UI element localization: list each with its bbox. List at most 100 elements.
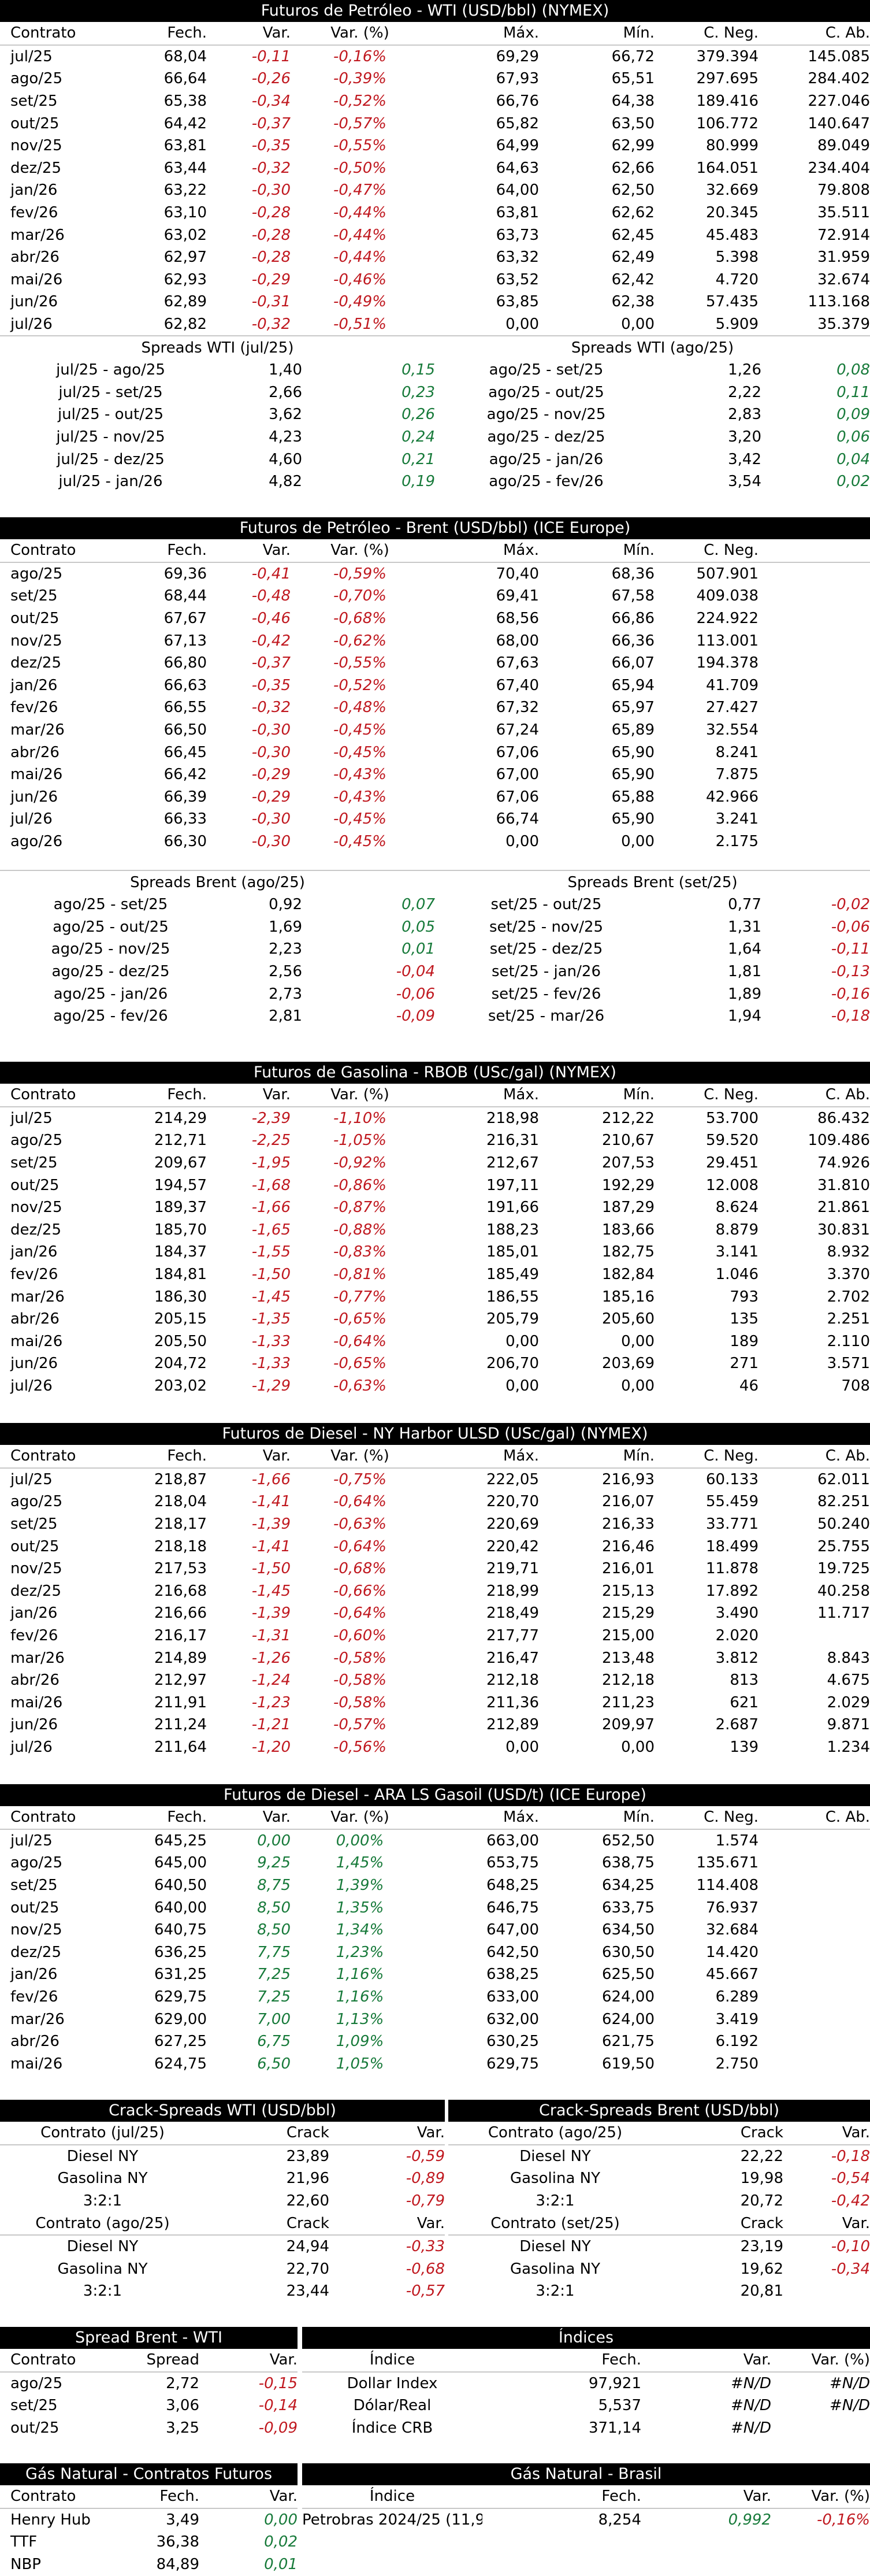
crack-row: 3:2:1 20,81 bbox=[448, 2280, 870, 2303]
table-cell: 297.695 bbox=[696, 70, 759, 88]
table-cell: 31.810 bbox=[817, 1176, 870, 1194]
table-cell: 219,71 bbox=[486, 1560, 539, 1578]
table-cell: 63,81 bbox=[163, 137, 207, 155]
table-cell: 67,93 bbox=[496, 70, 539, 88]
table-row: nov/25 640,75 8,50 1,34% 647,00 634,50 32.684 bbox=[0, 1919, 870, 1941]
table-cell: 62,62 bbox=[611, 204, 655, 222]
table-cell: 68,44 bbox=[163, 587, 207, 605]
table-cell: 3.571 bbox=[827, 1355, 870, 1373]
table-cell: 216,47 bbox=[486, 1649, 539, 1667]
column-header: C. Ab. bbox=[759, 1806, 870, 1830]
table-cell: 33.771 bbox=[706, 1515, 759, 1533]
table-row: fev/26 66,55 -0,32 -0,48% 67,32 65,97 27.427 bbox=[0, 696, 870, 719]
table-cell: 708 bbox=[841, 1377, 870, 1395]
table-cell: -0,28 bbox=[251, 249, 291, 266]
column-header: Var. bbox=[641, 2349, 771, 2373]
spreads-header-row: Spreads Brent (ago/25) Spreads Brent (set… bbox=[0, 870, 870, 894]
table-cell: -0,52% bbox=[333, 92, 386, 110]
table-cell: 66,76 bbox=[496, 92, 539, 110]
brent-section: Futuros de Petróleo - Brent (USD/bbl) (I… bbox=[0, 517, 870, 1027]
spread-row: ago/25 - dez/25 2,56 -0,04 set/25 - jan/26 1… bbox=[0, 961, 870, 983]
table-cell: dez/25 bbox=[10, 1221, 61, 1239]
table-cell: 8,254 bbox=[598, 2511, 641, 2529]
table-cell: ago/25 bbox=[10, 565, 63, 583]
table-cell: 66,39 bbox=[163, 788, 207, 806]
spread-cell: 2,73 bbox=[269, 985, 302, 1003]
table-cell: 65,97 bbox=[611, 699, 655, 717]
table-cell: 69,29 bbox=[496, 47, 539, 65]
table-cell: 65,51 bbox=[611, 70, 655, 88]
table-cell: 203,69 bbox=[602, 1355, 655, 1373]
table-cell: -0,45% bbox=[333, 743, 386, 761]
table-cell: 2,72 bbox=[166, 2374, 199, 2392]
table-cell: 35.511 bbox=[817, 204, 870, 222]
table-cell: #N/D bbox=[730, 2397, 771, 2415]
table-cell: Índice CRB bbox=[351, 2419, 433, 2437]
crack-row: Diesel NY 24,94 -0,33 bbox=[0, 2235, 445, 2258]
table-cell: 80.999 bbox=[706, 137, 759, 155]
table-cell: 1.046 bbox=[715, 1266, 759, 1284]
table-cell: jan/26 bbox=[10, 181, 58, 199]
table-row: nov/25 217,53 -1,50 -0,68% 219,71 216,01 11.87… bbox=[0, 1558, 870, 1580]
table-cell: 0,02 bbox=[264, 2533, 298, 2551]
table-cell: 222,05 bbox=[486, 1470, 539, 1488]
table-row: dez/25 216,68 -1,45 -0,66% 218,99 215,13 17.89… bbox=[0, 1580, 870, 1603]
column-header: Fech. bbox=[97, 539, 207, 563]
table-cell bbox=[759, 1919, 870, 1941]
column-header: Mín. bbox=[539, 22, 655, 46]
spread-cell: 0,24 bbox=[401, 428, 435, 446]
table-cell: 63,85 bbox=[496, 293, 539, 311]
table-cell: 625,50 bbox=[602, 1966, 655, 1984]
table-cell: abr/26 bbox=[10, 249, 60, 266]
table-cell: -1,41 bbox=[251, 1493, 291, 1511]
spread-cell: jul/25 - set/25 bbox=[58, 383, 163, 401]
spread-cell: jul/25 - jan/26 bbox=[58, 473, 163, 491]
table-cell: 63,52 bbox=[496, 270, 539, 288]
table-row: mar/26 186,30 -1,45 -0,77% 186,55 185,16 793 2.… bbox=[0, 1285, 870, 1308]
table-cell: -1,29 bbox=[251, 1377, 291, 1395]
table-cell: jan/26 bbox=[10, 676, 58, 694]
crack-row: Gasolina NY 21,96 -0,89 bbox=[0, 2167, 445, 2190]
table-row: out/25 194,57 -1,68 -0,86% 197,11 192,29 12.00… bbox=[0, 1174, 870, 1196]
table-cell: 5.398 bbox=[715, 249, 759, 266]
table-cell: TTF bbox=[10, 2533, 38, 2551]
table-row: out/25 3,25 -0,09 bbox=[0, 2417, 298, 2440]
table-cell: 218,98 bbox=[486, 1109, 539, 1127]
table-cell: 1,35% bbox=[336, 1899, 384, 1917]
spread-cell: 1,69 bbox=[269, 918, 302, 936]
crack-cell: Diesel NY bbox=[519, 2147, 591, 2165]
spread-row: jul/25 - out/25 3,62 0,26 ago/25 - nov/25 2,… bbox=[0, 403, 870, 426]
table-cell: 652,50 bbox=[602, 1832, 655, 1849]
table-cell: -0,81% bbox=[333, 1266, 386, 1284]
table-cell: 74.926 bbox=[817, 1154, 870, 1172]
table-cell: set/25 bbox=[10, 1154, 58, 1172]
table-cell: 63,50 bbox=[611, 114, 655, 132]
table-cell: 409.038 bbox=[696, 587, 759, 605]
table-row: Petrobras 2024/25 (11,9%) 8,254 0,992 -0,16… bbox=[302, 2508, 870, 2531]
table-cell: 21.861 bbox=[817, 1199, 870, 1217]
table-cell: 204,72 bbox=[154, 1355, 207, 1373]
table-cell: 0,00 bbox=[505, 833, 539, 851]
spreads-left-title: Spreads Brent (ago/25) bbox=[0, 870, 436, 894]
table-cell: -0,32 bbox=[251, 316, 291, 333]
table-cell: 66,50 bbox=[163, 721, 207, 739]
table-cell: 3.812 bbox=[715, 1649, 759, 1667]
table-cell: mar/26 bbox=[10, 2010, 65, 2028]
table-cell: -0,35 bbox=[251, 137, 291, 155]
spread-cell: -0,09 bbox=[396, 1007, 436, 1025]
table-cell: -0,14 bbox=[258, 2397, 298, 2415]
table-cell: 64,38 bbox=[611, 92, 655, 110]
table-cell: 42.966 bbox=[706, 788, 759, 806]
table-cell: 12.008 bbox=[706, 1176, 759, 1194]
table-cell: jul/25 bbox=[10, 1109, 53, 1127]
table-cell: -0,41 bbox=[251, 565, 291, 583]
table-cell: 0,00 bbox=[505, 1739, 539, 1756]
column-header: Fech. bbox=[482, 2349, 641, 2373]
table-cell: 89.049 bbox=[817, 137, 870, 155]
table-cell: 630,50 bbox=[602, 1943, 655, 1961]
table-cell: mar/26 bbox=[10, 1649, 65, 1667]
column-header: C. Neg. bbox=[655, 1084, 759, 1107]
table-cell: 79.808 bbox=[817, 181, 870, 199]
table-cell: 45.667 bbox=[706, 1966, 759, 1984]
table-cell: 62,38 bbox=[611, 293, 655, 311]
